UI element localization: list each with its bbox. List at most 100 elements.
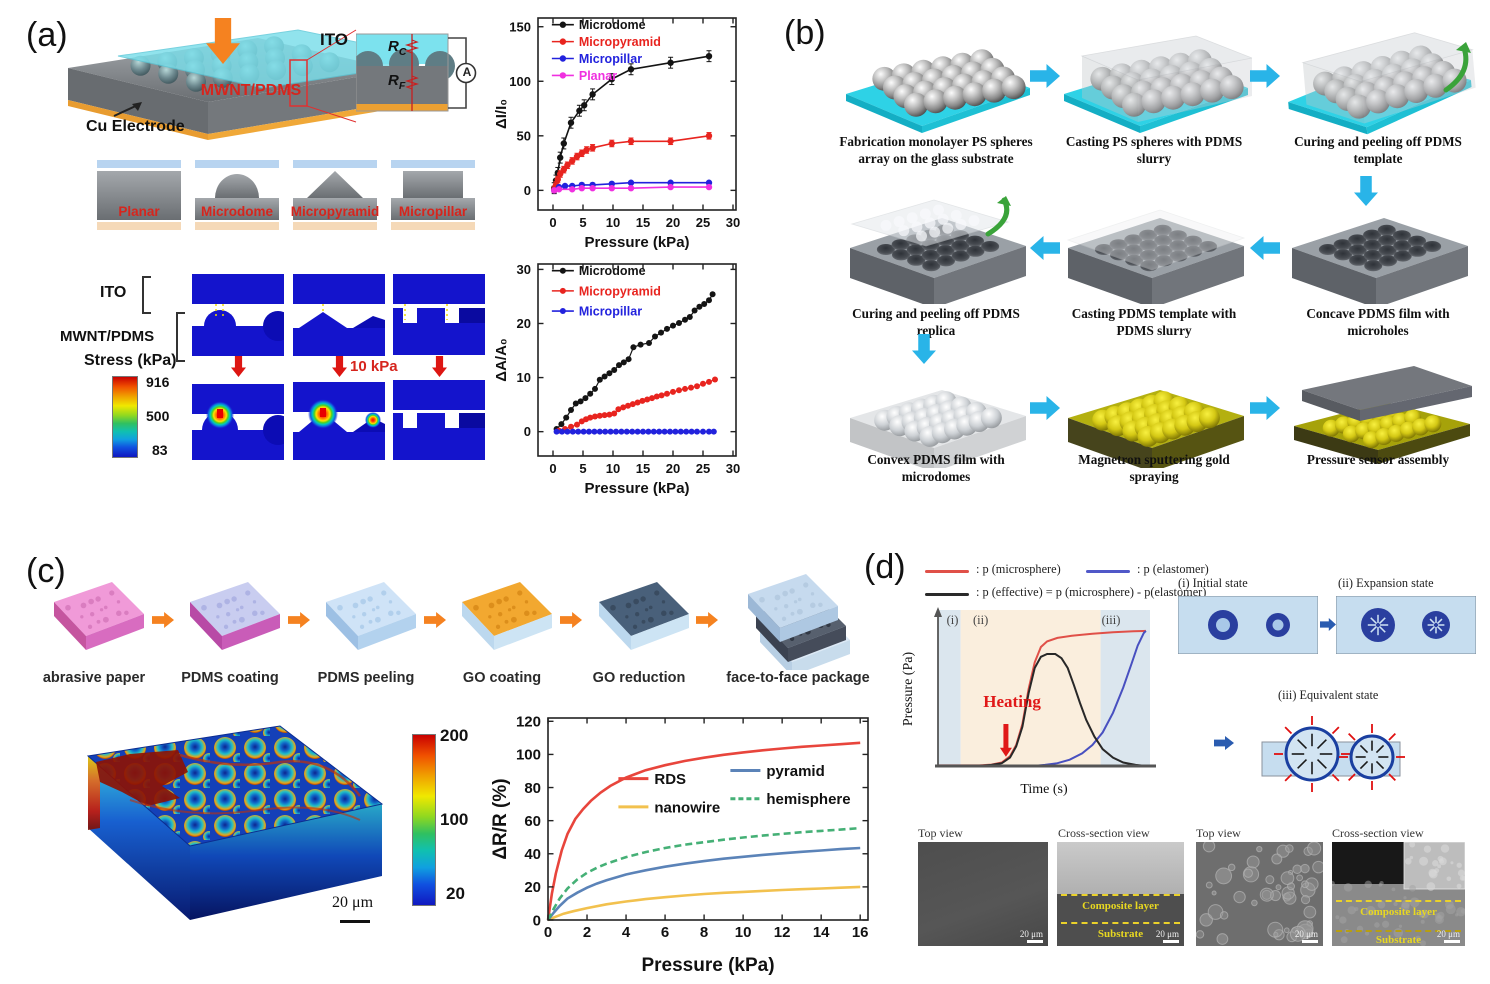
sem4-composite-label: Composite layer [1360, 906, 1437, 919]
fem-micropyramid-pressed [293, 382, 385, 460]
svg-text:10: 10 [606, 461, 620, 476]
svg-text:30: 30 [517, 262, 531, 277]
step-casting-ps-pdms [1064, 35, 1252, 133]
svg-text:0: 0 [549, 215, 556, 230]
svg-text:16: 16 [852, 924, 869, 941]
stress-colorbar-title: Stress (kPa) [84, 352, 177, 369]
height-colorbar [412, 734, 436, 906]
sem4-substrate-label: Substrate [1375, 933, 1422, 946]
caption-b3: Curing and peeling off PDMS template [1294, 134, 1462, 166]
stress-tick-83: 83 [152, 442, 168, 458]
svg-text:0: 0 [533, 912, 541, 929]
contact-resistance-label: RC [388, 38, 406, 58]
step-go-reduction [599, 582, 689, 650]
svg-text:60: 60 [524, 813, 541, 830]
sem-top-view-2: 20 μm [1196, 842, 1323, 946]
step-pdms-peeling [326, 582, 416, 650]
c-arrow-5-icon [696, 612, 718, 628]
stress-colorbar [112, 376, 138, 458]
svg-text:30: 30 [726, 461, 740, 476]
c-arrow-3-icon [424, 612, 446, 628]
sem1-scale-text: 20 μm [1019, 929, 1043, 939]
sem-cross-section-1: Composite layer Substrate 20 μm [1057, 842, 1184, 946]
caption-c6: face-to-face package [726, 670, 870, 686]
flow-arrow-right-4-icon [1250, 396, 1280, 420]
fem-micropillar-pressed [393, 380, 485, 460]
stress-tick-916: 916 [146, 374, 170, 390]
svg-text:0: 0 [524, 183, 531, 198]
svg-text:50: 50 [517, 128, 531, 143]
sem-label-1: Top view [918, 826, 963, 840]
film-resistance-label: RF [388, 72, 405, 92]
step-casting-template [1066, 209, 1246, 304]
svg-text:Pressure (kPa): Pressure (kPa) [641, 955, 774, 976]
svg-text:Pressure (kPa): Pressure (kPa) [584, 480, 689, 497]
caption-c5: GO reduction [592, 670, 686, 686]
state-i-caption: (i) Initial state [1178, 576, 1248, 590]
sem3-scale-text: 20 μm [1294, 929, 1318, 939]
sem3-texture [1196, 842, 1323, 946]
sensor-inset-schematic [356, 33, 477, 112]
legend-effective: : p (effective) = p (microsphere) - p(el… [976, 585, 1207, 599]
svg-text:ΔA/A₀: ΔA/A₀ [493, 338, 510, 381]
svg-text:15: 15 [636, 215, 650, 230]
sem-label-3: Top view [1196, 826, 1241, 840]
step-pdms-coating [190, 582, 280, 650]
fem-micropyramid-initial [293, 274, 385, 356]
cb-200: 200 [440, 726, 469, 745]
sem3-scale-bar [1302, 940, 1318, 943]
legend-line-microsphere [925, 570, 969, 573]
sem3-scale: 20 μm [1295, 929, 1318, 943]
chart-current-vs-pressure: 0 5 10 15 20 25 30 0 50 100 150 Microdome Micropyram… [493, 17, 740, 251]
svg-text:Micropillar: Micropillar [579, 305, 642, 319]
svg-text:Micropillar: Micropillar [579, 52, 642, 66]
surface-topography-3d [86, 725, 384, 920]
c-arrow-2-icon [288, 612, 310, 628]
svg-text:4: 4 [622, 924, 631, 941]
sem4-dash-1 [1335, 900, 1461, 903]
flow-arrow-left-1-icon [1250, 236, 1280, 260]
legend-elastomer: : p (elastomer) [1137, 562, 1209, 576]
step-gold-sputtering [1068, 390, 1244, 468]
sem4-scale-text: 20 μm [1436, 929, 1460, 939]
svg-text:Micropyramid: Micropyramid [579, 284, 661, 298]
sem4-dash-2 [1335, 930, 1461, 933]
caption-c2: PDMS coating [181, 670, 279, 686]
cross-section-micropyramid [293, 160, 377, 230]
planar-label: Planar [118, 204, 160, 219]
svg-text:25: 25 [696, 461, 710, 476]
cross-section-planar [97, 160, 181, 230]
svg-text:Heating: Heating [983, 692, 1041, 711]
svg-text:30: 30 [726, 215, 740, 230]
ten-kpa-label: 10 kPa [350, 358, 398, 375]
panel-a-label: (a) [26, 16, 68, 54]
step-peeling-replica [850, 196, 1026, 304]
sem1-scale: 20 μm [1020, 929, 1043, 943]
sem2-scale-bar [1163, 940, 1179, 943]
stress-tick-500: 500 [146, 408, 170, 424]
sem2-composite-label: Composite layer [1082, 900, 1159, 913]
svg-text:100: 100 [509, 74, 531, 89]
press-arrow-1-icon [231, 356, 246, 377]
svg-text:Pressure (Pa): Pressure (Pa) [901, 652, 916, 727]
svg-text:150: 150 [509, 19, 531, 34]
caption-c1: abrasive paper [42, 670, 146, 686]
fem-ito-label: ITO [100, 284, 127, 301]
caption-c3: PDMS peeling [317, 670, 415, 686]
svg-text:0: 0 [524, 424, 531, 439]
svg-text:Microdome: Microdome [579, 18, 646, 32]
press-arrow-3-icon [432, 356, 447, 377]
svg-text:10: 10 [606, 215, 620, 230]
ammeter-label: A [462, 65, 472, 79]
svg-text:6: 6 [661, 924, 669, 941]
rf-base: R [388, 72, 399, 89]
svg-text:40: 40 [524, 846, 541, 863]
svg-text:(iii): (iii) [1102, 613, 1121, 627]
micropillar-label: Micropillar [398, 204, 468, 219]
svg-text:hemisphere: hemisphere [766, 791, 850, 808]
caption-b8: Magnetron sputtering gold spraying [1078, 452, 1230, 484]
svg-text:12: 12 [774, 924, 791, 941]
state-arrow-1-icon [1320, 618, 1336, 631]
fem-microdome-pressed [192, 384, 284, 460]
